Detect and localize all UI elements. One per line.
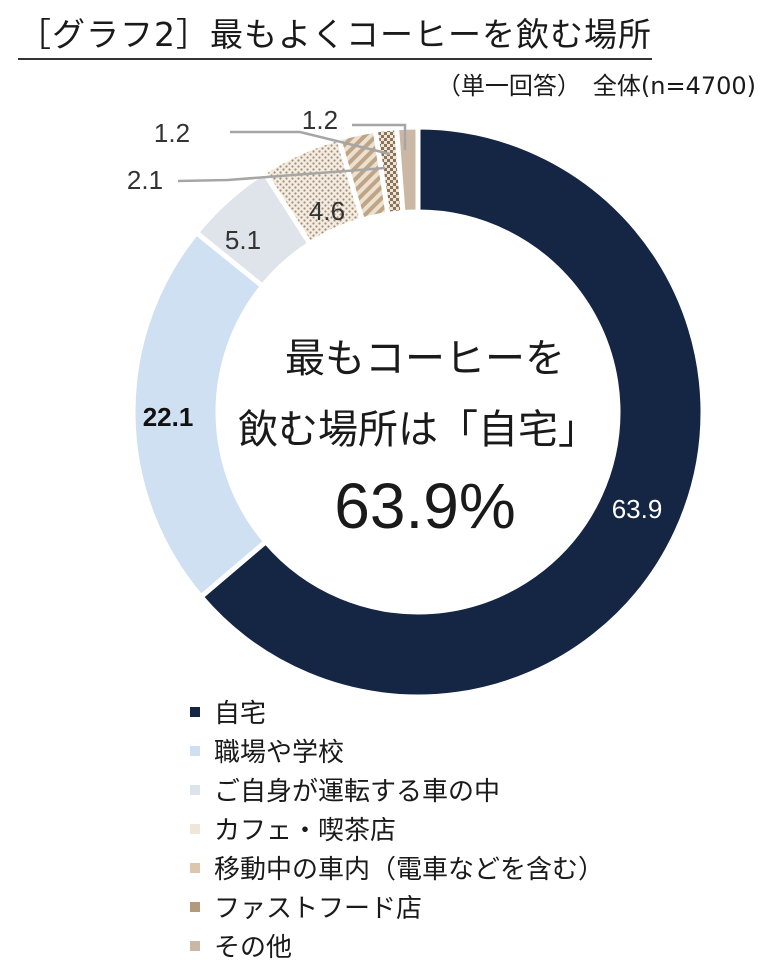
legend-label: 移動中の車内（電車などを含む）	[214, 855, 605, 885]
legend-swatch	[190, 823, 200, 834]
data-label-cafe: 4.6	[309, 196, 345, 226]
legend-label: 自宅	[214, 699, 267, 729]
data-label-other: 1.2	[302, 105, 338, 135]
data-label-fast-food: 1.2	[154, 118, 190, 148]
leader-line	[352, 123, 407, 150]
data-label-home: 63.9	[612, 494, 663, 524]
legend-item: ご自身が運転する車の中	[190, 770, 604, 809]
data-label-work-school: 22.1	[143, 402, 194, 432]
legend-swatch	[190, 901, 200, 912]
center-text-line1: 最もコーヒーを	[285, 336, 565, 382]
slice-home	[197, 124, 706, 700]
legend-swatch	[190, 784, 200, 795]
legend-label: カフェ・喫茶店	[214, 816, 397, 846]
legend-item: 移動中の車内（電車などを含む）	[190, 848, 604, 887]
legend-label: 職場や学校	[214, 738, 345, 768]
slice-work-school	[130, 229, 270, 601]
legend-swatch	[190, 862, 200, 873]
data-label-own-car: 5.1	[225, 225, 261, 255]
chart-title: ［グラフ2］最もよくコーヒーを飲む場所	[18, 8, 652, 60]
legend-item: ファストフード店	[190, 887, 604, 926]
slice-other	[393, 124, 421, 216]
legend: 自宅職場や学校ご自身が運転する車の中 カフェ・喫茶店移動中の車内（電車などを含む）…	[190, 692, 604, 965]
legend-item: 自宅	[190, 692, 604, 731]
leader-line	[177, 166, 386, 183]
chart-subtitle: （単一回答） 全体(n=4700)	[436, 72, 756, 100]
legend-label: ファストフード店	[214, 894, 423, 924]
legend-label: ご自身が運転する車の中	[214, 777, 501, 807]
legend-swatch	[190, 940, 200, 951]
center-value: 63.9%	[334, 470, 515, 542]
legend-label: その他	[214, 933, 293, 963]
center-text-line2: 飲む場所は「自宅」	[238, 407, 598, 453]
legend-item: カフェ・喫茶店	[190, 809, 604, 848]
leader-line	[230, 130, 391, 156]
legend-swatch	[190, 706, 200, 717]
legend-swatch	[190, 745, 200, 756]
data-label-transit: 2.1	[127, 165, 163, 195]
legend-item: その他	[190, 926, 604, 965]
legend-item: 職場や学校	[190, 731, 604, 770]
